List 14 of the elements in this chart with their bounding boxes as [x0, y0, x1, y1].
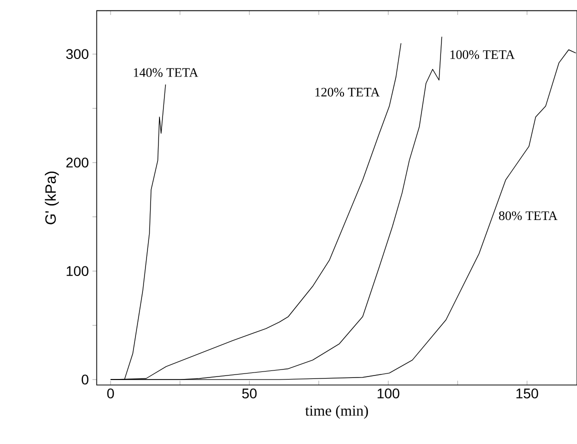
y-tick-label: 100: [66, 266, 88, 276]
x-tick-label: 150: [516, 388, 538, 398]
y-axis-title: G' (kPa): [44, 172, 59, 224]
x-axis-title: time (min): [305, 405, 368, 419]
series-label: 100% TETA: [450, 50, 515, 60]
x-tick-label: 50: [242, 388, 257, 398]
series-label: 140% TETA: [134, 68, 198, 77]
x-tick-label: 0: [107, 388, 114, 398]
y-tick-label: 200: [66, 158, 88, 168]
y-tick-label: 300: [66, 49, 88, 60]
legend-label: 80% TETA: [499, 211, 558, 220]
series-label: 120% TETA: [315, 88, 380, 97]
x-tick-label: 100: [378, 388, 400, 398]
y-tick-label: 0: [82, 374, 88, 385]
